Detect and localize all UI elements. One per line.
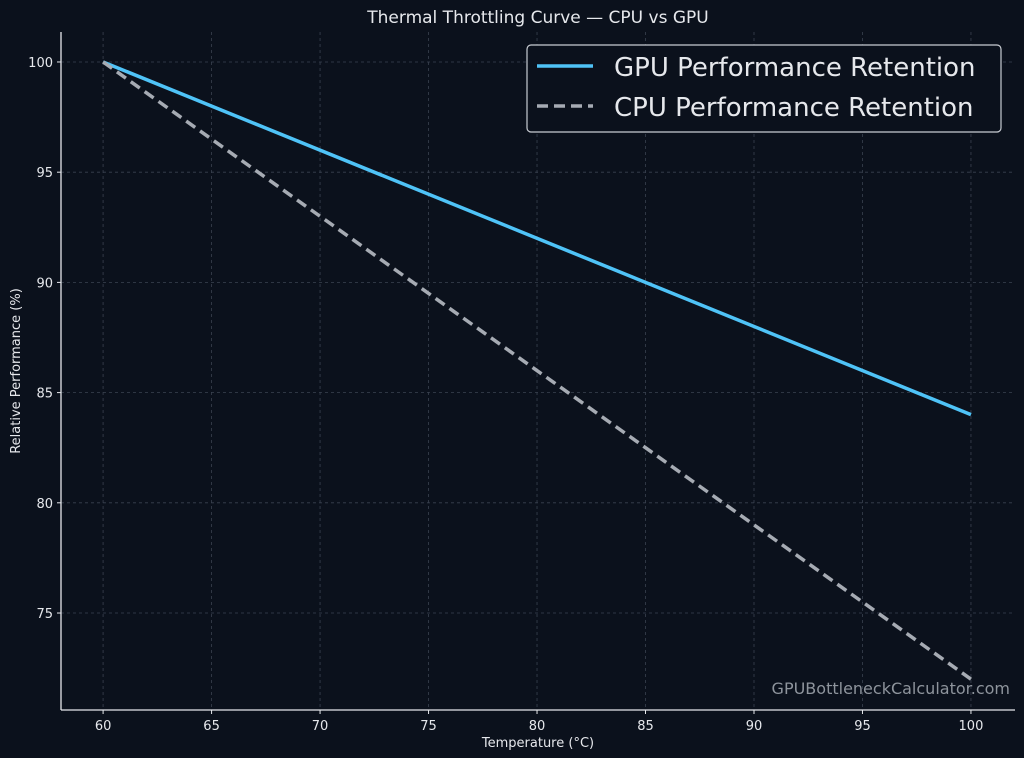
legend-label-gpu: GPU Performance Retention [614, 53, 976, 83]
x-tick-label: 70 [312, 719, 329, 734]
watermark: GPUBottleneckCalculator.com [772, 679, 1010, 698]
y-tick-label: 90 [36, 276, 53, 291]
x-axis-label: Temperature (°C) [481, 736, 594, 751]
x-tick-label: 65 [203, 719, 220, 734]
y-tick-label: 100 [28, 56, 53, 71]
legend-box [526, 44, 1002, 133]
legend-label-cpu: CPU Performance Retention [614, 93, 974, 123]
ticks: 60 65 70 75 80 85 90 95 100 75 80 85 90 95 100 [28, 56, 983, 734]
y-tick-label: 80 [36, 497, 53, 512]
series-lines [102, 60, 972, 681]
series-line-gpu [102, 60, 972, 417]
x-tick-label: 80 [529, 719, 546, 734]
y-tick-label: 75 [36, 607, 53, 622]
series-line-cpu [102, 60, 972, 681]
x-tick-label: 90 [746, 719, 763, 734]
y-tick-label: 85 [36, 387, 53, 402]
chart-title: Thermal Throttling Curve — CPU vs GPU [366, 8, 708, 28]
x-tick-label: 100 [959, 719, 984, 734]
legend: GPU Performance Retention CPU Performanc… [526, 44, 1002, 133]
x-tick-label: 85 [637, 719, 654, 734]
y-tick-label: 95 [36, 166, 53, 181]
x-tick-label: 60 [95, 719, 112, 734]
x-tick-label: 75 [420, 719, 437, 734]
x-tick-label: 95 [854, 719, 871, 734]
y-axis-label: Relative Performance (%) [9, 288, 24, 454]
